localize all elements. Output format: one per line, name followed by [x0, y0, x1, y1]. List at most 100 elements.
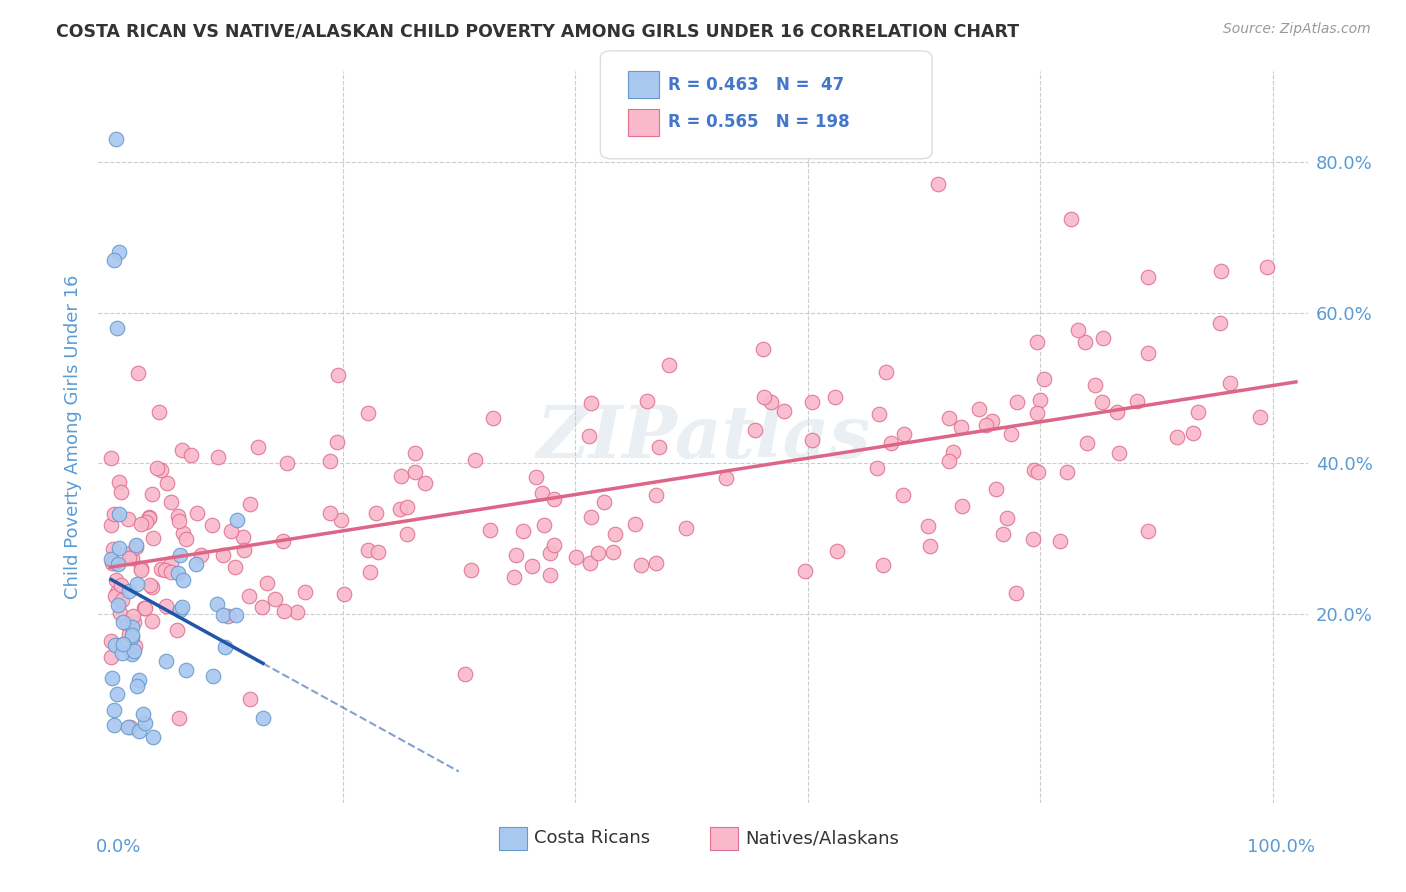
Point	[118, 551, 141, 566]
Point	[949, 420, 972, 434]
Point	[238, 497, 260, 511]
Point	[1074, 334, 1097, 349]
Point	[333, 587, 356, 601]
Text: ZIPatlas: ZIPatlas	[536, 401, 870, 473]
Point	[364, 506, 387, 520]
Point	[388, 502, 411, 516]
Point	[974, 418, 997, 433]
Point	[1029, 392, 1052, 407]
Point	[1209, 316, 1232, 330]
Point	[155, 599, 177, 614]
Point	[866, 461, 889, 475]
Point	[938, 454, 960, 468]
Point	[285, 605, 308, 619]
Point	[644, 488, 666, 502]
Point	[167, 710, 190, 724]
Point	[205, 597, 228, 611]
Text: Natives/Alaskans: Natives/Alaskans	[745, 830, 898, 847]
Point	[800, 395, 823, 409]
Point	[1025, 334, 1047, 349]
Point	[647, 440, 669, 454]
Point	[118, 627, 141, 641]
Point	[101, 541, 124, 556]
Point	[148, 404, 170, 418]
Point	[108, 606, 131, 620]
Point	[716, 471, 738, 485]
Point	[824, 391, 846, 405]
Point	[134, 715, 156, 730]
Point	[100, 633, 122, 648]
Point	[125, 577, 148, 591]
Point	[460, 563, 482, 577]
Point	[875, 365, 897, 379]
Point	[271, 534, 294, 549]
Point	[637, 394, 659, 409]
Point	[359, 565, 381, 579]
Point	[294, 585, 316, 599]
Point	[172, 526, 194, 541]
Point	[357, 406, 380, 420]
Point	[110, 484, 132, 499]
Point	[938, 410, 960, 425]
Point	[107, 687, 129, 701]
Point	[141, 615, 163, 629]
Point	[464, 453, 486, 467]
Point	[115, 617, 138, 632]
Point	[658, 359, 681, 373]
Point	[530, 486, 553, 500]
Point	[134, 600, 156, 615]
Point	[1218, 376, 1240, 390]
Point	[172, 443, 194, 458]
Point	[543, 491, 565, 506]
Point	[125, 538, 148, 552]
Point	[219, 524, 242, 538]
Point	[1026, 465, 1049, 479]
Point	[1136, 524, 1159, 538]
Text: R = 0.463   N =  47: R = 0.463 N = 47	[668, 76, 844, 94]
Point	[1000, 426, 1022, 441]
Point	[325, 435, 347, 450]
Point	[927, 178, 949, 192]
Point	[232, 530, 254, 544]
Point	[172, 573, 194, 587]
Point	[142, 730, 165, 744]
Point	[395, 527, 418, 541]
Point	[207, 450, 229, 464]
Point	[1049, 534, 1071, 549]
Point	[319, 506, 342, 520]
Point	[772, 403, 794, 417]
Point	[891, 488, 914, 502]
Point	[111, 646, 134, 660]
Point	[1005, 586, 1028, 600]
Point	[217, 609, 239, 624]
Point	[880, 436, 903, 450]
Point	[122, 644, 145, 658]
Point	[150, 463, 173, 477]
Point	[156, 475, 179, 490]
Point	[565, 549, 588, 564]
Point	[247, 440, 270, 454]
Text: Costa Ricans: Costa Ricans	[534, 830, 651, 847]
Point	[538, 568, 561, 582]
Point	[793, 564, 815, 578]
Point	[538, 546, 561, 560]
Point	[121, 630, 143, 644]
Point	[100, 552, 122, 566]
Point	[1005, 394, 1028, 409]
Point	[1166, 430, 1188, 444]
Point	[479, 524, 502, 538]
Point	[146, 460, 169, 475]
Point	[132, 707, 155, 722]
Point	[129, 560, 152, 574]
Text: R = 0.565   N = 198: R = 0.565 N = 198	[668, 113, 849, 131]
Point	[202, 669, 225, 683]
Point	[967, 401, 990, 416]
Point	[100, 451, 122, 466]
Point	[1084, 378, 1107, 392]
Point	[129, 516, 152, 531]
Point	[103, 718, 125, 732]
Point	[141, 581, 163, 595]
Point	[759, 394, 782, 409]
Point	[1092, 331, 1115, 345]
Point	[920, 539, 942, 553]
